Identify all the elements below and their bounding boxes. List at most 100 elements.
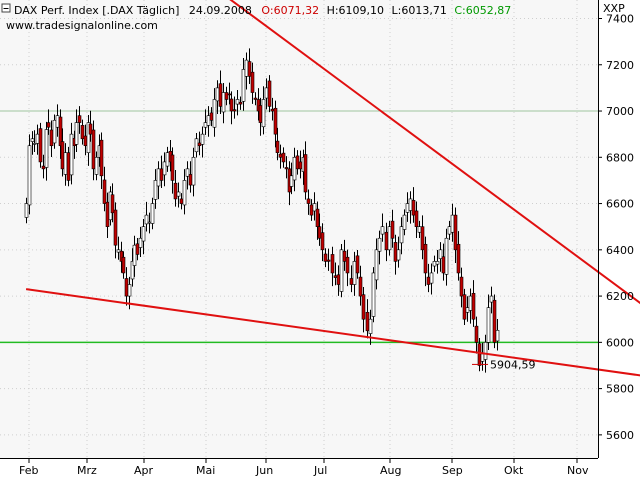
candle-up [185,168,190,177]
candle-down [295,155,300,170]
candle-down [320,232,325,251]
candle-up [261,99,266,128]
y-tick-label: 7400 [606,13,634,26]
candle-up [244,59,249,77]
candle-up [35,133,40,144]
trendlines [25,0,640,377]
candle-down [453,214,458,251]
candle-up [69,133,74,176]
candle-down [462,294,467,320]
candle-up [408,198,413,211]
candle-up [387,226,392,251]
candle-down [323,253,328,262]
candle-down [345,256,350,274]
candle-up [399,226,404,244]
candle-down [349,278,354,285]
candle-down [273,107,278,135]
candle-up [417,226,422,233]
candle-down [209,112,214,121]
candle-up [495,330,500,342]
candle-up [429,272,434,284]
candle-up [191,156,196,186]
horizontal-levels [0,110,598,344]
candle-down [298,161,303,170]
candle-up [444,237,449,275]
candle-down [492,299,497,343]
x-tick-label: Nov [567,464,589,477]
candle-down [121,256,126,274]
y-tick-label: 5800 [606,383,634,396]
candle-down [232,109,237,112]
candle-down [423,243,428,274]
candle-down [250,71,255,93]
candle-up [432,261,437,267]
x-tick-label: Okt [504,464,524,477]
trendline-upper [229,0,640,305]
candle-up [162,161,167,176]
header-title: DAX Perf. Index [.DAX Täglich] 24.09.200… [14,4,511,17]
y-axis: 5600 5800 6000 6200 6400 6600 6800 7000 7200 7400 [598,13,634,442]
candle-down [477,343,482,366]
plot-background [0,0,598,458]
candle-up [241,69,246,102]
candle-up [27,145,32,206]
annotation-group: 5904,59 [472,358,536,371]
candle-up [182,180,187,206]
candle-down [420,226,425,251]
y-tick-label: 6600 [606,198,634,211]
candle-down [441,256,446,274]
website-link[interactable]: www.tradesignalonline.com [6,19,158,32]
candle-up [74,122,79,145]
candle-down [229,98,234,112]
candle-down [197,142,202,147]
candle-down [179,198,184,204]
candle-down [393,242,398,262]
candle-down [414,210,419,227]
candle-up [450,214,455,233]
candle-down [170,154,175,181]
x-tick-label: Mrz [77,464,97,477]
candle-up [194,138,199,153]
candle-down [361,294,366,320]
candle-down [303,154,308,193]
annotation-label: 5904,59 [490,358,536,371]
candle-up [127,284,132,297]
candle-down [411,200,416,216]
candle-down [474,325,479,343]
candle-up [156,168,161,187]
candle-up [44,129,49,168]
candle-up [480,353,485,362]
candle-up [339,249,344,292]
candle-down [247,61,252,77]
candle-up [132,244,137,266]
candle-up [32,143,37,145]
candle-up [380,226,385,235]
candle-down [41,165,46,170]
candle-up [402,214,407,230]
candle-up [203,122,208,128]
candle-up [405,203,410,213]
candle-down [358,276,363,297]
candle-down [390,220,395,239]
y-tick-label: 6800 [606,151,634,164]
candle-up [483,342,488,360]
x-tick-label: Apr [134,464,154,477]
header-low: L:6013,71 [392,4,447,17]
candle-down [459,276,464,297]
trendline-lower [25,288,640,377]
candle-up [147,221,152,224]
candle-down [77,115,82,123]
header-name: DAX Perf. Index [.DAX Täglich] [14,4,179,17]
candle-up [435,261,440,265]
candle-up [312,203,317,212]
candle-up [465,307,470,313]
candle-down [66,152,71,181]
candle-up [486,307,491,343]
candle-up [212,99,217,128]
candle-up [447,226,452,235]
candle-down [91,129,96,170]
exchange-label: XXP [603,2,625,15]
candle-down [309,204,314,216]
candle-down [267,80,272,107]
